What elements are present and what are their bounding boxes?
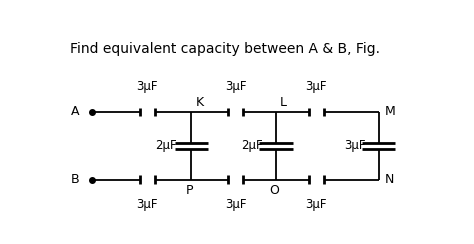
Text: 2μF: 2μF xyxy=(155,139,177,152)
Text: N: N xyxy=(384,173,394,186)
Text: 3μF: 3μF xyxy=(225,80,246,93)
Text: O: O xyxy=(269,184,279,197)
Text: M: M xyxy=(384,105,395,118)
Text: K: K xyxy=(196,96,204,109)
Text: 3μF: 3μF xyxy=(306,80,327,93)
Text: B: B xyxy=(71,173,80,186)
Text: A: A xyxy=(71,105,80,118)
Text: 3μF: 3μF xyxy=(344,139,366,152)
Text: 3μF: 3μF xyxy=(225,198,246,211)
Text: 3μF: 3μF xyxy=(137,80,158,93)
Text: Find equivalent capacity between A & B, Fig.: Find equivalent capacity between A & B, … xyxy=(70,42,380,56)
Text: L: L xyxy=(280,96,287,109)
Text: 2μF: 2μF xyxy=(241,139,263,152)
Text: 3μF: 3μF xyxy=(137,198,158,211)
Text: 3μF: 3μF xyxy=(306,198,327,211)
Text: P: P xyxy=(186,184,193,197)
